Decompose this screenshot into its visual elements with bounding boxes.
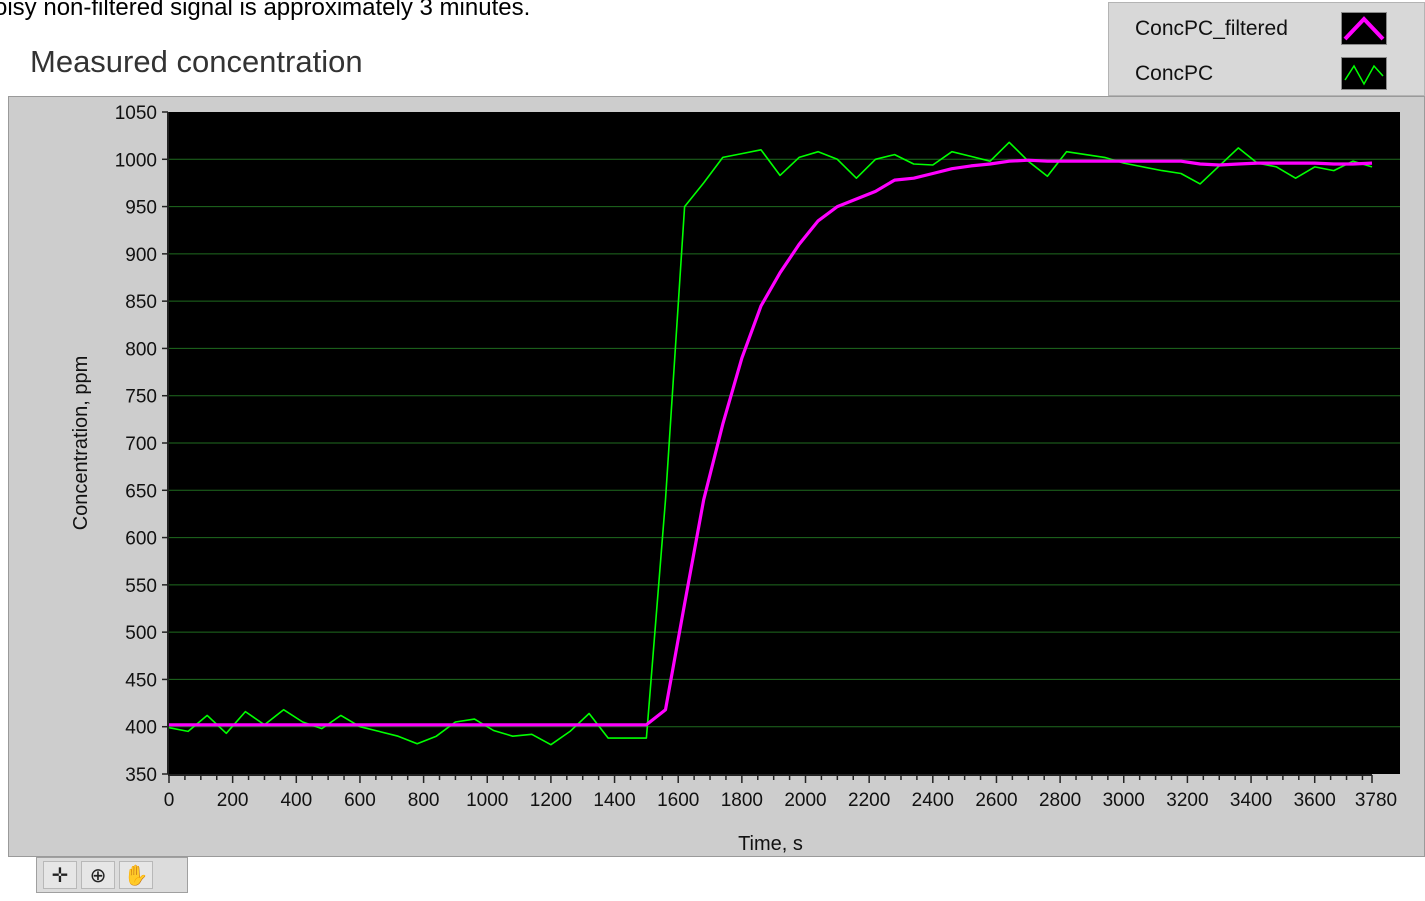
x-tick-label: 3600 [1294,790,1336,811]
chart-title: Measured concentration [30,44,363,79]
caption-text: oisy non-filtered signal is approximatel… [0,0,531,21]
crosshair-icon[interactable]: ✛ [43,861,77,889]
pan-hand-icon[interactable]: ✋ [119,861,153,889]
y-tick-label: 1000 [115,150,157,171]
legend-swatch-raw-icon [1341,57,1387,90]
graph-palette-toolbar: ✛ ⊕ ✋ [36,857,188,893]
x-tick-label: 2800 [1039,790,1081,811]
y-tick-label: 950 [125,198,157,219]
y-tick-label: 850 [125,292,157,313]
series-line-concpc-filtered [169,158,1373,727]
x-tick-label: 2600 [975,790,1017,811]
x-tick-label: 1000 [466,790,508,811]
x-tick-label: 2400 [912,790,954,811]
legend-swatch-filtered-icon [1341,12,1387,45]
series-line-concpc [169,141,1373,746]
x-tick-label: 3400 [1230,790,1272,811]
zoom-icon[interactable]: ⊕ [81,861,115,889]
legend-item-concpc[interactable]: ConcPC [1109,50,1424,96]
y-tick-label: 500 [125,623,157,644]
x-tick-label: 3000 [1103,790,1145,811]
y-axis-label: Concentration, ppm [70,356,92,531]
x-tick-label: 200 [217,790,249,811]
x-tick-label: 1600 [657,790,699,811]
x-tick-label: 1800 [721,790,763,811]
y-tick-label: 700 [125,434,157,455]
y-tick-label: 550 [125,576,157,597]
y-tick-label: 800 [125,339,157,360]
legend-item-concpc-filtered[interactable]: ConcPC_filtered [1109,5,1424,51]
y-tick-label: 600 [125,529,157,550]
x-tick-label: 3780 [1355,790,1397,811]
legend-label-concpc: ConcPC [1135,62,1214,85]
x-tick-label: 2200 [848,790,890,811]
x-tick-label: 1200 [530,790,572,811]
x-tick-label: 1400 [593,790,635,811]
y-tick-label: 450 [125,670,157,691]
x-axis-label: Time, s [738,833,803,855]
x-tick-label: 2000 [784,790,826,811]
x-tick-label: 800 [408,790,440,811]
legend[interactable]: ConcPC_filtered ConcPC [1108,2,1425,96]
y-tick-label: 1050 [115,103,157,124]
y-tick-label: 400 [125,718,157,739]
y-tick-label: 900 [125,245,157,266]
x-tick-label: 0 [164,790,175,811]
x-tick-label: 600 [344,790,376,811]
y-tick-label: 350 [125,765,157,786]
x-tick-label: 3200 [1166,790,1208,811]
y-tick-label: 650 [125,481,157,502]
x-tick-label: 400 [280,790,312,811]
y-tick-label: 750 [125,387,157,408]
legend-label-concpc-filtered: ConcPC_filtered [1135,17,1288,40]
